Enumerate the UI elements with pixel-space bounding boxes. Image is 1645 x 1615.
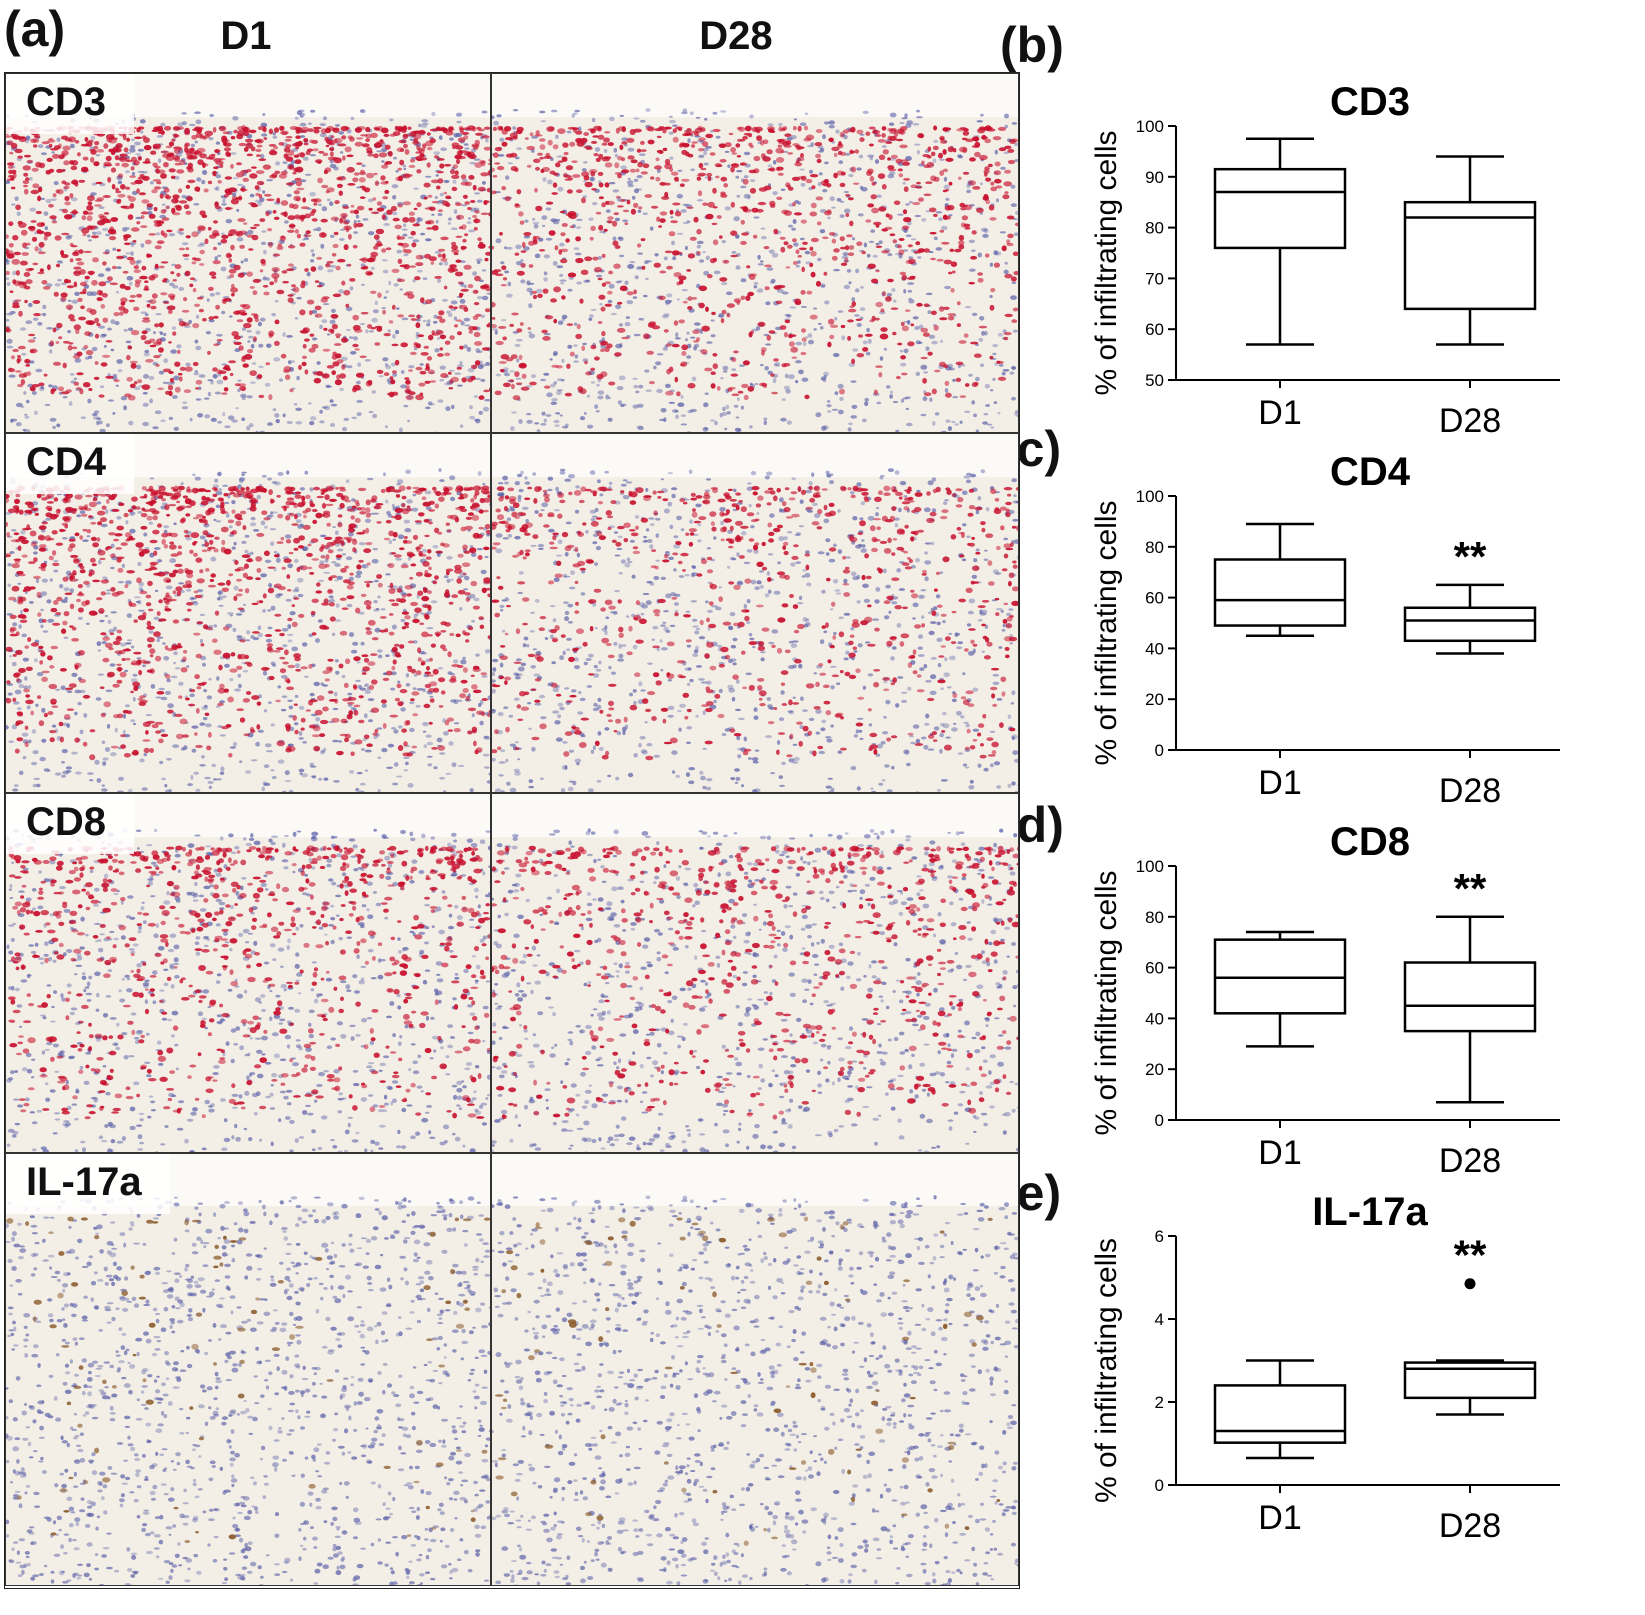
x-tick-label: D1	[1258, 1134, 1301, 1172]
y-tick-label: 40	[1145, 639, 1164, 658]
y-tick-label: 0	[1155, 1476, 1164, 1495]
micrograph-cd4-d28	[491, 433, 1019, 793]
row-label-cd8: CD8	[6, 794, 135, 854]
box-d28: **	[1403, 865, 1537, 1104]
y-tick-label: 0	[1155, 1111, 1164, 1130]
y-axis-label: % of infiltrating cells	[1090, 130, 1123, 395]
y-tick-label: 20	[1145, 1060, 1164, 1079]
boxplot-cd3: CD3 % of infiltrating cells 50 60 70 80 90 100 D…	[1090, 80, 1560, 440]
box-iqr	[1403, 200, 1537, 311]
box-iqr	[1213, 558, 1347, 627]
micrograph-cd3-d28	[491, 73, 1019, 433]
significance-marker: **	[1454, 1232, 1487, 1279]
x-tick-label: D1	[1258, 764, 1301, 802]
box-d1	[1213, 930, 1347, 1048]
y-tick-label: 20	[1145, 690, 1164, 709]
significance-marker: **	[1454, 533, 1487, 580]
box-d1	[1213, 137, 1347, 346]
x-tick-label: D28	[1439, 772, 1501, 810]
box-d28: **	[1403, 1232, 1537, 1416]
y-axis-label: % of infiltrating cells	[1090, 870, 1123, 1135]
y-tick-label: 40	[1145, 1009, 1164, 1028]
chart-title: CD4	[1330, 450, 1411, 494]
box-iqr	[1403, 961, 1537, 1033]
y-tick-label: 60	[1145, 320, 1164, 339]
y-axis-label: % of infiltrating cells	[1090, 1238, 1123, 1503]
row-label-cd4: CD4	[6, 434, 135, 494]
box-iqr	[1213, 938, 1347, 1015]
chart-title: CD3	[1330, 80, 1410, 124]
y-tick-label: 100	[1136, 487, 1164, 506]
outlier-point	[1464, 1278, 1476, 1290]
y-tick-label: 50	[1145, 371, 1164, 390]
boxplot-cd4: CD4 % of infiltrating cells 0 20 40 60 80 100 D1…	[1090, 450, 1560, 810]
y-tick-label: 80	[1145, 908, 1164, 927]
chart-title: CD8	[1330, 820, 1410, 864]
box-d1	[1213, 522, 1347, 637]
micrograph-il-17a-d28	[491, 1153, 1019, 1586]
y-tick-label: 100	[1136, 117, 1164, 136]
x-tick-label: D1	[1258, 394, 1301, 432]
y-tick-label: 60	[1145, 589, 1164, 608]
y-tick-label: 70	[1145, 269, 1164, 288]
column-header-d1: D1	[220, 14, 272, 58]
boxplot-cd8: CD8 % of infiltrating cells 0 20 40 60 80 100 D1…	[1090, 820, 1560, 1175]
x-tick-label: D28	[1439, 1142, 1501, 1175]
y-tick-label: 80	[1145, 538, 1164, 557]
box-iqr	[1213, 167, 1347, 250]
y-tick-label: 2	[1155, 1393, 1164, 1412]
chart-title: IL-17a	[1312, 1190, 1428, 1234]
panel-letter-b: (b)	[1000, 17, 1064, 73]
y-tick-label: 80	[1145, 219, 1164, 238]
box-d1	[1213, 1359, 1347, 1460]
box-iqr	[1403, 606, 1537, 643]
box-d28	[1403, 155, 1537, 346]
y-tick-label: 6	[1155, 1227, 1164, 1246]
micrograph-cd8-d28	[491, 793, 1019, 1153]
y-tick-label: 0	[1155, 741, 1164, 760]
micrograph-cd8-d1: CD8	[5, 793, 491, 1153]
y-tick-label: 60	[1145, 959, 1164, 978]
box-iqr	[1213, 1384, 1347, 1444]
y-tick-label: 4	[1155, 1310, 1164, 1329]
column-header-d28: D28	[699, 14, 773, 58]
boxplot-il17a: IL-17a % of infiltrating cells 0 2 4 6 D1 D28 **	[1090, 1190, 1560, 1545]
significance-marker: **	[1454, 865, 1487, 912]
row-label-cd3: CD3	[6, 74, 135, 134]
panel-letter-a: (a)	[4, 1, 66, 57]
micrograph-cd4-d1: CD4	[5, 433, 491, 793]
x-tick-label: D1	[1258, 1499, 1301, 1537]
micrograph-cd3-d1: CD3	[5, 73, 491, 433]
row-label-il-17a: IL-17a	[6, 1154, 170, 1214]
y-tick-label: 90	[1145, 168, 1164, 187]
y-axis-label: % of infiltrating cells	[1090, 500, 1123, 765]
box-d28: **	[1403, 533, 1537, 655]
x-tick-label: D28	[1439, 402, 1501, 440]
micrograph-il-17a-d1: IL-17a	[5, 1153, 491, 1586]
y-tick-label: 100	[1136, 857, 1164, 876]
micrograph-grid: CD3 CD4 CD8 IL-17a	[4, 72, 1020, 1589]
x-tick-label: D28	[1439, 1507, 1501, 1545]
